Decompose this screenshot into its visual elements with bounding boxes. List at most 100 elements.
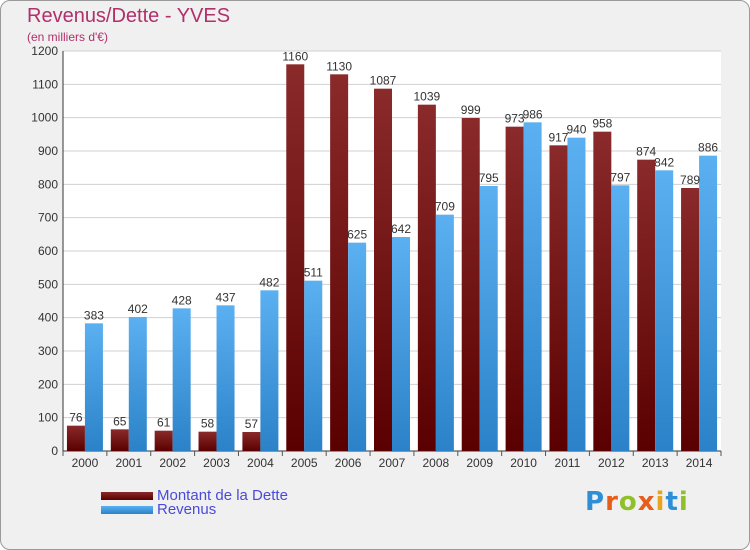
data-label-revenus: 886 <box>698 141 718 155</box>
legend-swatch-dette <box>101 492 153 500</box>
x-tick-label: 2013 <box>642 456 669 470</box>
legend-swatch-revenus <box>101 506 153 514</box>
logo-letter: o <box>618 487 638 517</box>
logo-letter: i <box>655 487 666 517</box>
x-tick-label: 2002 <box>159 456 186 470</box>
x-tick-label: 2014 <box>686 456 713 470</box>
bar-dette <box>461 118 480 451</box>
bar-dette <box>549 145 568 452</box>
bars <box>66 64 718 452</box>
bar-dette <box>417 104 436 452</box>
data-label-revenus: 795 <box>479 171 499 185</box>
bar-revenus <box>84 323 103 451</box>
data-label-dette: 58 <box>201 417 215 431</box>
labels: 76 383 65 402 61 428 58 437 57 482 1160 511 1130 625 1… <box>69 49 718 431</box>
data-label-revenus: 642 <box>391 222 411 236</box>
chart-title: Revenus/Dette - YVES <box>27 5 231 27</box>
data-label-revenus: 383 <box>84 308 104 322</box>
bar-revenus <box>348 242 367 451</box>
bar-revenus <box>611 185 630 452</box>
y-tick-label: 1200 <box>31 44 58 58</box>
bar-dette <box>330 74 349 451</box>
bar-revenus <box>523 122 542 451</box>
x-tick-label: 2008 <box>423 456 450 470</box>
y-tick-label: 900 <box>38 144 58 158</box>
bar-revenus <box>304 280 323 451</box>
x-tick-label: 2011 <box>555 456 581 470</box>
logo-letter: x <box>637 487 656 517</box>
bar-revenus <box>392 237 410 451</box>
data-label-revenus: 437 <box>216 290 236 304</box>
logo-letter: P <box>585 487 606 517</box>
x-tick-label: 2007 <box>379 456 406 470</box>
data-label-dette: 999 <box>461 103 481 117</box>
data-label-revenus: 511 <box>304 266 323 280</box>
bar-revenus <box>699 155 718 451</box>
bar-dette <box>681 188 700 451</box>
data-label-revenus: 940 <box>566 123 586 137</box>
data-label-revenus: 482 <box>259 275 279 289</box>
data-label-revenus: 797 <box>610 170 630 184</box>
data-label-dette: 57 <box>245 417 259 431</box>
bar-dette <box>242 432 261 451</box>
x-tick-label: 2001 <box>115 456 142 470</box>
data-label-dette: 76 <box>69 411 83 425</box>
proxiti-logo: Proxiti <box>585 487 689 517</box>
data-label-dette: 789 <box>680 173 700 187</box>
data-label-dette: 1160 <box>282 49 308 63</box>
logo-letter: r <box>605 487 619 517</box>
data-label-dette: 973 <box>505 112 525 126</box>
data-label-dette: 917 <box>548 130 568 144</box>
data-label-dette: 874 <box>636 145 656 159</box>
bar-dette <box>637 159 656 451</box>
bar-dette <box>593 131 612 451</box>
legend-label-dette: Montant de la Dette <box>157 487 288 504</box>
bar-revenus <box>260 290 279 451</box>
bar-dette <box>198 431 217 451</box>
x-tick-label: 2010 <box>510 456 537 470</box>
y-tick-label: 1000 <box>31 111 58 125</box>
x-tick-label: 2006 <box>335 456 362 470</box>
data-label-revenus: 402 <box>128 302 148 316</box>
data-label-dette: 1130 <box>326 59 352 73</box>
y-tick-label: 100 <box>38 411 58 425</box>
x-tick-label: 2005 <box>291 456 318 470</box>
bar-revenus <box>172 308 191 451</box>
bar-dette <box>374 88 392 452</box>
logo-letter: t <box>665 487 679 517</box>
data-label-revenus: 709 <box>435 200 455 214</box>
bar-revenus <box>479 186 498 451</box>
data-label-revenus: 842 <box>654 155 674 169</box>
y-tick-label: 0 <box>51 444 58 458</box>
legend-label-revenus: Revenus <box>157 501 217 518</box>
y-tick-label: 200 <box>38 377 58 391</box>
x-tick-label: 2012 <box>598 456 625 470</box>
chart-subtitle: (en milliers d'€) <box>27 30 108 44</box>
data-label-dette: 958 <box>592 117 612 131</box>
bar-dette <box>505 126 524 452</box>
bar-dette <box>154 430 173 451</box>
y-tick-label: 700 <box>38 211 58 225</box>
bar-dette <box>286 64 305 452</box>
y-tick-label: 400 <box>38 311 58 325</box>
data-label-dette: 1039 <box>414 90 441 104</box>
bar-revenus <box>655 170 674 452</box>
y-tick-label: 600 <box>38 244 58 258</box>
y-tick-label: 1100 <box>32 77 58 91</box>
bar-revenus <box>435 214 454 451</box>
y-tick-label: 500 <box>38 277 58 291</box>
bar-dette <box>110 429 129 451</box>
x-tick-label: 2000 <box>72 456 99 470</box>
y-tick-label: 800 <box>38 177 58 191</box>
data-label-revenus: 428 <box>172 293 192 307</box>
data-label-revenus: 625 <box>347 228 367 242</box>
data-label-dette: 1087 <box>370 74 397 88</box>
bar-revenus <box>567 137 586 451</box>
logo-letter: i <box>678 487 689 517</box>
x-tick-label: 2004 <box>247 456 274 470</box>
data-label-dette: 65 <box>113 414 127 428</box>
bar-dette <box>66 425 85 451</box>
bar-revenus <box>128 317 147 451</box>
